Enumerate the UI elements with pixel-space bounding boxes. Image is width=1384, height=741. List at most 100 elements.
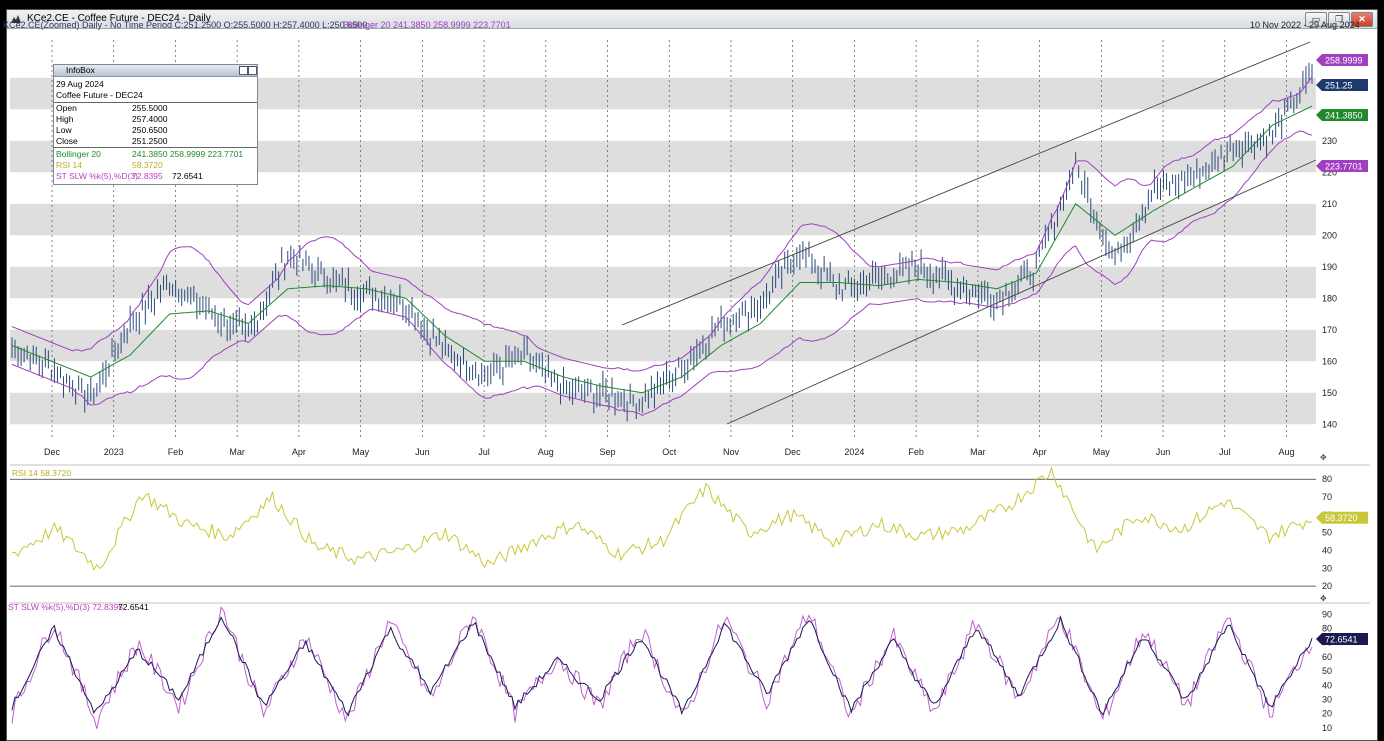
stoch-tick-label: 30	[1322, 695, 1332, 705]
month-label: May	[352, 447, 370, 457]
middle-band-tag: 241.3850	[1316, 109, 1368, 121]
lower-band-tag: 223.7701	[1316, 160, 1368, 172]
month-label: Oct	[662, 447, 677, 457]
stoch-tick-label: 10	[1322, 723, 1332, 733]
month-label: Jun	[415, 447, 430, 457]
price-tick-label: 160	[1322, 356, 1337, 366]
stoch-k-line	[11, 606, 1313, 729]
price-band	[10, 266, 1316, 299]
price-tick-label: 150	[1322, 388, 1337, 398]
price-band	[10, 329, 1316, 362]
rsi-tick-label: 30	[1322, 563, 1332, 573]
lower-band-tag-bg	[1316, 160, 1368, 172]
rsi-tick-label: 50	[1322, 528, 1332, 538]
middle-band-tag-text: 241.3850	[1325, 111, 1363, 121]
month-label: May	[1093, 447, 1111, 457]
price-tick-label: 140	[1322, 419, 1337, 429]
close-price-tag-text: 251.25	[1325, 81, 1353, 91]
infobox-title: InfoBox	[66, 65, 95, 75]
month-label: Sep	[600, 447, 616, 457]
price-tick-label: 200	[1322, 230, 1337, 240]
close-button[interactable]: ✕	[1351, 12, 1373, 27]
month-label: Nov	[723, 447, 740, 457]
stoch-tick-label: 50	[1322, 666, 1332, 676]
rsi-tick-label: 80	[1322, 474, 1332, 484]
middle-band-tag-bg	[1316, 109, 1368, 121]
rsi-tag	[1316, 511, 1368, 524]
infobox-stoch: ST SLW %k(5),%D(3) 72.8395 72.6541	[56, 171, 203, 181]
month-label: 2023	[104, 447, 124, 457]
price-tick-label: 190	[1322, 262, 1337, 272]
infobox-bollinger: Bollinger 20 241.3850 258.9999 223.7701	[56, 149, 244, 159]
symbol-line: KCe2.CE(Zoomed) Daily - No Time Period C…	[3, 20, 368, 30]
infobox-minimize-icon[interactable]	[239, 66, 248, 75]
infobox-close: Close 251.2500	[56, 136, 168, 146]
month-label: Aug	[538, 447, 554, 457]
close-price-tag: 251.25	[1316, 79, 1368, 91]
price-band	[10, 203, 1316, 236]
panel-resize-icon: ✥	[1320, 594, 1327, 603]
infobox-rsi: RSI 14 58.3720	[56, 160, 163, 170]
title-bar: KCe2.CE - Coffee Future - DEC24 - Daily …	[7, 10, 1377, 29]
lower-band-tag-text: 223.7701	[1325, 162, 1363, 172]
stoch-tick-label: 20	[1322, 709, 1332, 719]
infobox-header[interactable]: InfoBox	[54, 65, 257, 77]
upper-band-tag: 258.9999	[1316, 54, 1368, 66]
date-range: 10 Nov 2022 - 29 Aug 2024	[1250, 20, 1360, 30]
app-icon	[11, 15, 21, 23]
month-label: Jul	[1219, 447, 1231, 457]
rsi-line	[11, 466, 1313, 572]
month-label: Aug	[1278, 447, 1294, 457]
month-label: Dec	[44, 447, 61, 457]
stoch-tag	[1316, 633, 1368, 646]
infobox-open: Open 255.5000	[56, 103, 168, 113]
price-candles	[11, 62, 1313, 422]
bollinger-line: Bollinger 20 241.3850 258.9999 223.7701	[343, 20, 511, 30]
month-label: 2024	[844, 447, 864, 457]
rsi-tick-label: 20	[1322, 581, 1332, 591]
stoch-panel-label-2: 72.6541	[118, 602, 149, 612]
price-tick-label: 230	[1322, 136, 1337, 146]
stoch-tick-label: 90	[1322, 609, 1332, 619]
price-tick-label: 210	[1322, 199, 1337, 209]
bollinger-upper-line	[11, 76, 1313, 372]
infobox-instrument: Coffee Future - DEC24	[56, 90, 143, 100]
month-label: Apr	[1033, 447, 1047, 457]
stoch-tick-label: 40	[1322, 680, 1332, 690]
infobox[interactable]: InfoBox 29 Aug 2024 Coffee Future - DEC2…	[53, 64, 258, 185]
price-tick-label: 220	[1322, 167, 1337, 177]
channel-lower-line	[726, 159, 1317, 425]
bollinger-lower-line	[11, 130, 1313, 416]
price-tick-label: 170	[1322, 325, 1337, 335]
stoch-tick-label: 80	[1322, 624, 1332, 634]
month-label: Feb	[908, 447, 924, 457]
window-title: KCe2.CE - Coffee Future - DEC24 - Daily	[27, 13, 211, 24]
infobox-high: High 257.4000	[56, 114, 168, 124]
panel-resize-icon: ✥	[1320, 453, 1327, 462]
channel-upper-line	[621, 41, 1311, 326]
rsi-tick-label: 70	[1322, 492, 1332, 502]
stoch-tick-label: 60	[1322, 652, 1332, 662]
price-tick-label: 180	[1322, 293, 1337, 303]
bollinger-middle-line	[11, 105, 1313, 394]
stoch-d-line	[11, 615, 1313, 717]
month-label: Jul	[478, 447, 490, 457]
infobox-close-icon[interactable]	[248, 66, 257, 75]
stoch-tag-text: 72.6541	[1325, 635, 1358, 645]
restore-button[interactable]: ❐	[1328, 12, 1350, 27]
minimize-button[interactable]: ▭	[1305, 12, 1327, 27]
close-price-tag-bg	[1316, 79, 1368, 91]
month-label: Jun	[1156, 447, 1171, 457]
rsi-tag-text: 58.3720	[1325, 513, 1358, 523]
infobox-date: 29 Aug 2024	[56, 79, 104, 89]
month-label: Apr	[292, 447, 306, 457]
upper-band-tag-bg	[1316, 54, 1368, 66]
month-label: Feb	[168, 447, 184, 457]
month-label: Mar	[970, 447, 986, 457]
rsi-panel-label: RSI 14 58.3720	[12, 468, 71, 478]
stoch-panel-label: ST SLW %k(5),%D(3) 72.8395	[8, 602, 123, 612]
rsi-tick-label: 40	[1322, 545, 1332, 555]
infobox-low: Low 250.6500	[56, 125, 168, 135]
upper-band-tag-text: 258.9999	[1325, 56, 1363, 66]
